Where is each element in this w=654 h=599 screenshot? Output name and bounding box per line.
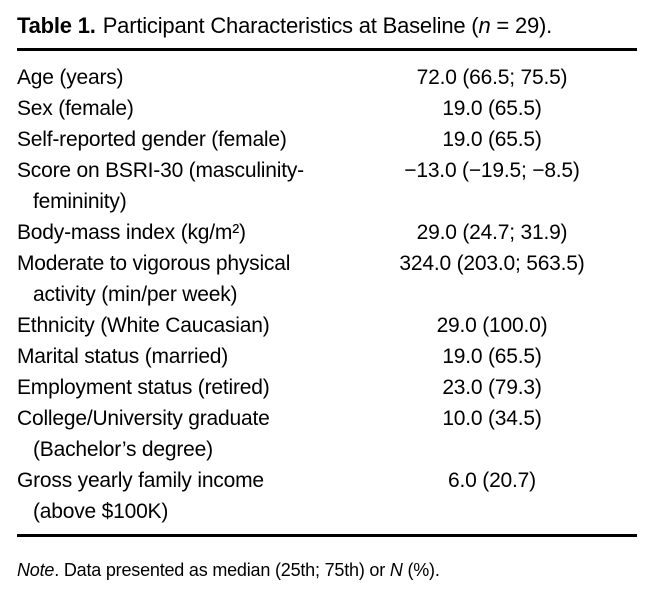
row-label: Ethnicity (White Caucasian) <box>17 310 347 341</box>
table-row: Moderate to vigorous physical activity (… <box>17 248 637 310</box>
note-lead: Note <box>17 560 55 580</box>
row-label: Gross yearly family income (above $100K) <box>17 465 347 527</box>
row-value: −13.0 (−19.5; −8.5) <box>404 159 580 182</box>
row-label-line1: Score on BSRI-30 (masculinity- <box>17 159 304 182</box>
row-value: 10.0 (34.5) <box>442 407 542 430</box>
table-row: Body-mass index (kg/m²) 29.0 (24.7; 31.9… <box>17 217 637 248</box>
table-row: Marital status (married) 19.0 (65.5) <box>17 341 637 372</box>
row-label-line1: Employment status (retired) <box>17 376 270 399</box>
row-label-line2: activity (min/per week) <box>33 283 238 306</box>
table-note: Note. Data presented as median (25th; 75… <box>17 558 637 582</box>
note-n-symbol: N <box>389 560 403 580</box>
table-1-container: Table 1. Participant Characteristics at B… <box>17 0 637 582</box>
table-row: Gross yearly family income (above $100K)… <box>17 465 637 527</box>
row-value: 29.0 (24.7; 31.9) <box>416 221 568 244</box>
table-row: Self-reported gender (female) 19.0 (65.5… <box>17 124 637 155</box>
note-body: . Data presented as median (25th; 75th) … <box>54 560 390 580</box>
table-row: Sex (female) 19.0 (65.5) <box>17 93 637 124</box>
row-label: Score on BSRI-30 (masculinity- femininit… <box>17 155 347 217</box>
table-row: College/University graduate (Bachelor’s … <box>17 403 637 465</box>
row-label-line1: Marital status (married) <box>17 345 229 368</box>
row-value: 19.0 (65.5) <box>442 345 542 368</box>
table-title-label: Table 1. <box>17 13 96 38</box>
note-tail: (%). <box>402 560 440 580</box>
row-label: Body-mass index (kg/m²) <box>17 217 347 248</box>
table-title-n-symbol: n <box>478 13 491 38</box>
table-row: Employment status (retired) 23.0 (79.3) <box>17 372 637 403</box>
row-label-line1: Age (years) <box>17 66 124 89</box>
table-row: Age (years) 72.0 (66.5; 75.5) <box>17 62 637 93</box>
row-value: 6.0 (20.7) <box>448 469 536 492</box>
top-rule <box>17 48 637 51</box>
row-value: 72.0 (66.5; 75.5) <box>416 66 568 89</box>
row-label-line1: Sex (female) <box>17 97 134 120</box>
bottom-rule <box>17 534 637 537</box>
row-value: 19.0 (65.5) <box>442 128 542 151</box>
characteristics-table: Age (years) 72.0 (66.5; 75.5) Sex (femal… <box>17 51 637 527</box>
row-label-line1: Ethnicity (White Caucasian) <box>17 314 270 337</box>
row-label-line1: Body-mass index (kg/m²) <box>17 221 246 244</box>
table-title-text: Participant Characteristics at Baseline … <box>102 13 479 38</box>
table-row: Ethnicity (White Caucasian) 29.0 (100.0) <box>17 310 637 341</box>
row-label-line2: femininity) <box>33 190 127 213</box>
row-value: 29.0 (100.0) <box>436 314 548 337</box>
row-label-line1: Gross yearly family income <box>17 469 264 492</box>
row-value: 324.0 (203.0; 563.5) <box>399 252 585 275</box>
row-label: Moderate to vigorous physical activity (… <box>17 248 347 310</box>
row-label: Self-reported gender (female) <box>17 124 347 155</box>
row-label-line1: College/University graduate <box>17 407 270 430</box>
table-title-text-end: = 29). <box>490 13 553 38</box>
row-label-line2: (Bachelor’s degree) <box>33 438 213 461</box>
table-row: Score on BSRI-30 (masculinity- femininit… <box>17 155 637 217</box>
row-label-line1: Self-reported gender (female) <box>17 128 287 151</box>
row-label: Age (years) <box>17 62 347 93</box>
row-label-line1: Moderate to vigorous physical <box>17 252 291 275</box>
row-label-line2: (above $100K) <box>33 500 169 523</box>
row-value: 23.0 (79.3) <box>442 376 542 399</box>
row-label: Marital status (married) <box>17 341 347 372</box>
row-value: 19.0 (65.5) <box>442 97 542 120</box>
row-label: Sex (female) <box>17 93 347 124</box>
row-label: College/University graduate (Bachelor’s … <box>17 403 347 465</box>
table-title: Table 1. Participant Characteristics at B… <box>17 0 637 39</box>
row-label: Employment status (retired) <box>17 372 347 403</box>
